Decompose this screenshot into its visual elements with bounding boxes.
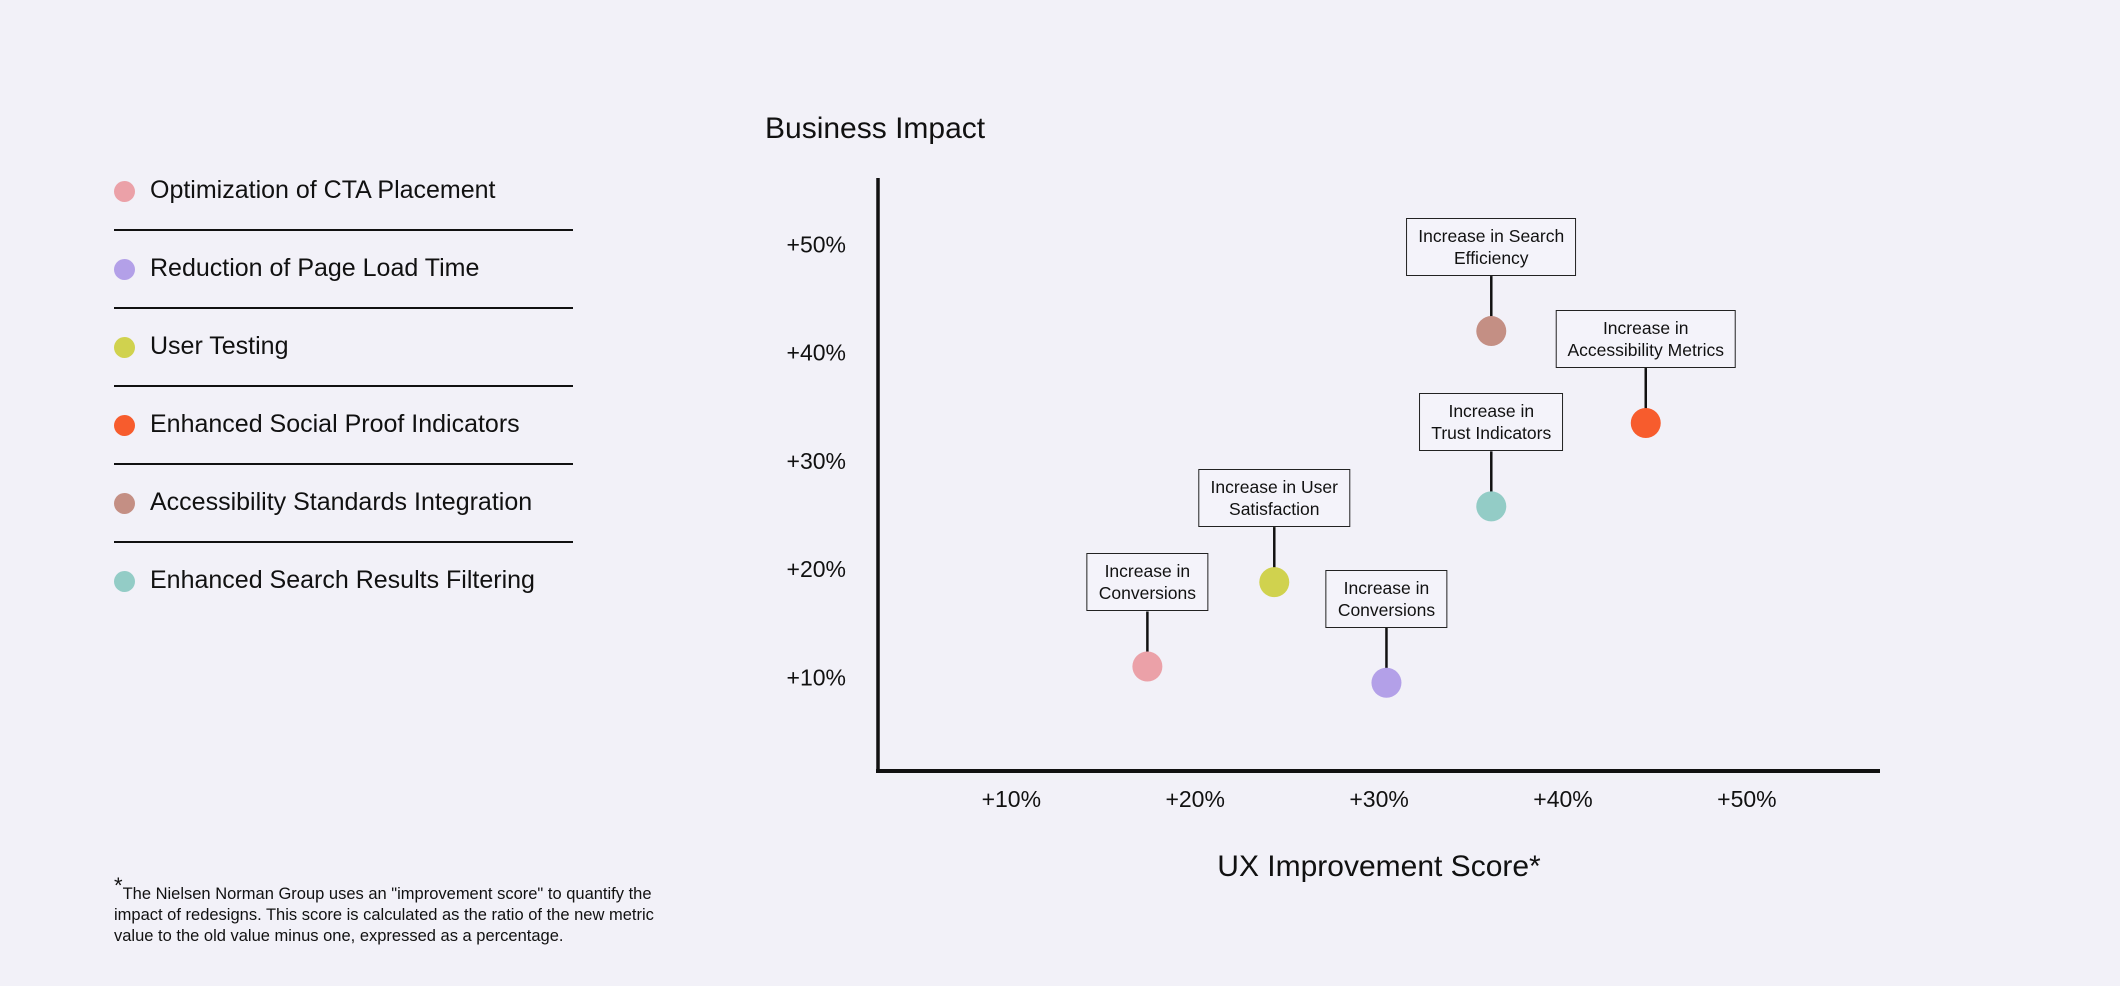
- legend-label: Accessibility Standards Integration: [150, 488, 533, 516]
- legend-dot-icon: [114, 571, 135, 592]
- y-tick-label: +40%: [787, 340, 846, 366]
- x-tick-label: +20%: [1165, 786, 1224, 812]
- x-tick-label: +10%: [982, 786, 1041, 812]
- legend-label: Enhanced Search Results Filtering: [150, 566, 535, 594]
- y-tick-label: +10%: [787, 664, 846, 690]
- data-point: [1476, 316, 1507, 347]
- footnote: *The Nielsen Norman Group uses an "impro…: [114, 875, 674, 947]
- annotation-label: Increase in Accessibility Metrics: [1555, 310, 1737, 369]
- legend-dot-icon: [114, 493, 135, 514]
- y-tick-label: +30%: [787, 448, 846, 474]
- data-point: [1630, 408, 1661, 439]
- legend-item: Accessibility Standards Integration: [112, 465, 573, 543]
- annotation-label: Increase in Search Efficiency: [1406, 218, 1577, 277]
- x-axis-title: UX Improvement Score*: [1217, 850, 1541, 883]
- y-tick-label: +50%: [787, 232, 846, 258]
- annotation-label: Increase in Conversions: [1086, 553, 1209, 612]
- y-tick-label: +20%: [787, 556, 846, 582]
- data-point: [1259, 567, 1290, 598]
- legend-label: Optimization of CTA Placement: [150, 176, 496, 204]
- footnote-text: The Nielsen Norman Group uses an "improv…: [114, 885, 654, 945]
- annotation-label: Increase in Conversions: [1325, 569, 1448, 628]
- legend-divider: [114, 385, 573, 387]
- legend-divider: [114, 229, 573, 231]
- legend-dot-icon: [114, 415, 135, 436]
- x-tick-label: +50%: [1717, 786, 1776, 812]
- legend-item: Enhanced Social Proof Indicators: [112, 387, 573, 465]
- legend-item: Optimization of CTA Placement: [112, 153, 573, 231]
- legend-dot-icon: [114, 337, 135, 358]
- x-tick-label: +40%: [1533, 786, 1592, 812]
- legend-dot-icon: [114, 259, 135, 280]
- legend-item: Reduction of Page Load Time: [112, 231, 573, 309]
- legend-item: Enhanced Search Results Filtering: [112, 543, 573, 621]
- legend-divider: [114, 307, 573, 309]
- annotation-label: Increase in Trust Indicators: [1419, 393, 1564, 452]
- x-tick-label: +30%: [1349, 786, 1408, 812]
- footnote-asterisk: *: [114, 873, 123, 898]
- y-axis-title: Business Impact: [765, 112, 986, 145]
- legend-item: User Testing: [112, 309, 573, 387]
- data-point: [1371, 667, 1402, 698]
- legend-label: Reduction of Page Load Time: [150, 254, 480, 282]
- legend-label: User Testing: [150, 332, 289, 360]
- data-point: [1132, 651, 1163, 682]
- data-point: [1476, 491, 1507, 522]
- legend-divider: [114, 463, 573, 465]
- annotation-label: Increase in User Satisfaction: [1198, 469, 1350, 528]
- legend-divider: [114, 541, 573, 543]
- legend-dot-icon: [114, 181, 135, 202]
- legend-label: Enhanced Social Proof Indicators: [150, 410, 520, 438]
